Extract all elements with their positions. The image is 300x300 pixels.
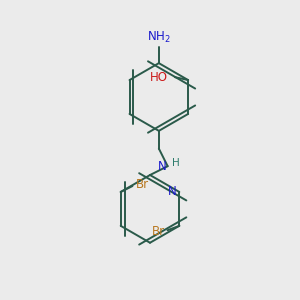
Text: N: N — [168, 185, 176, 199]
Text: HO: HO — [149, 70, 167, 84]
Text: N: N — [158, 160, 166, 173]
Text: NH$_2$: NH$_2$ — [147, 30, 171, 46]
Text: Br: Br — [135, 178, 148, 191]
Text: H: H — [172, 158, 180, 168]
Text: Br: Br — [152, 225, 165, 238]
